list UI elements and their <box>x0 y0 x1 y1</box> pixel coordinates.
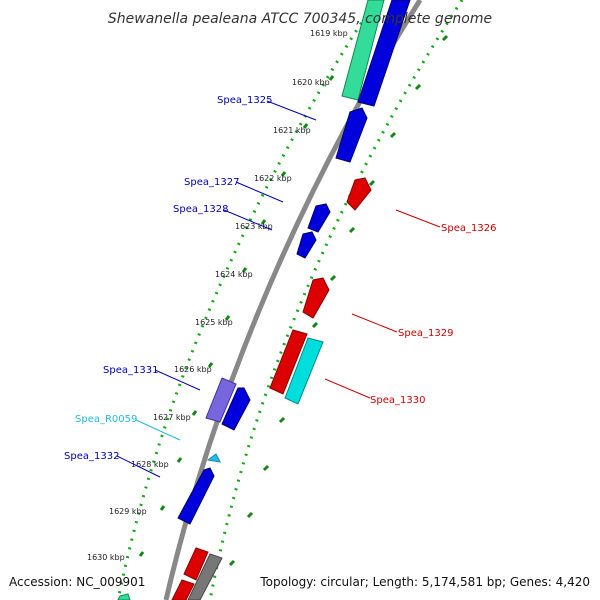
right-major-ticks <box>228 34 449 567</box>
gene-feature-green[interactable] <box>341 0 385 101</box>
right-tick-ring <box>208 0 464 600</box>
gene-spea-1327[interactable] <box>307 203 331 233</box>
tick-label: 1628 kbp <box>131 460 169 469</box>
gene-label[interactable]: Spea_R0059 <box>75 414 137 425</box>
tick-label: 1620 kbp <box>292 78 330 87</box>
gene-label[interactable]: Spea_1328 <box>173 204 228 215</box>
gene-label[interactable]: Spea_1330 <box>370 395 425 406</box>
gene-spea-1330[interactable] <box>269 329 308 395</box>
tick-label: 1622 kbp <box>254 174 292 183</box>
genome-backbone <box>163 0 423 600</box>
gene-label[interactable]: Spea_1325 <box>217 95 272 106</box>
gene-spea-1326[interactable] <box>346 177 372 211</box>
tick-label: 1630 kbp <box>87 553 125 562</box>
gene-spea-r0059[interactable] <box>206 453 221 463</box>
tick-label: 1625 kbp <box>195 318 233 327</box>
left-tick-ring <box>116 0 378 600</box>
tick-label: 1627 kbp <box>153 413 191 422</box>
gene-label[interactable]: Spea_1332 <box>64 451 119 462</box>
gene-label[interactable]: Spea_1326 <box>441 223 496 234</box>
tick-label: 1629 kbp <box>109 507 147 516</box>
leader-lines <box>116 100 441 478</box>
gene-feature-bottom-red-2[interactable] <box>171 579 195 600</box>
tick-label: 1619 kbp <box>310 29 348 38</box>
tick-label: 1623 kbp <box>235 222 273 231</box>
tick-label: 1624 kbp <box>215 270 253 279</box>
left-major-ticks <box>138 25 366 557</box>
gene-spea-1328[interactable] <box>296 231 317 259</box>
gene-feature-bottom-gray[interactable] <box>187 553 223 600</box>
gene-spea-1331[interactable] <box>205 377 237 423</box>
topology-text: Topology: circular; Length: 5,174,581 bp… <box>259 575 590 589</box>
tick-label: 1626 kbp <box>174 365 212 374</box>
gene-feature-top-blue[interactable] <box>357 0 411 107</box>
gene-spea-1329[interactable] <box>302 277 330 319</box>
gene-feature-bottom-green[interactable] <box>117 593 131 600</box>
map-title: Shewanella pealeana ATCC 700345, complet… <box>108 11 492 27</box>
gene-spea-1325[interactable] <box>335 107 368 163</box>
gene-feature-cyan[interactable] <box>284 337 324 405</box>
gene-label[interactable]: Spea_1331 <box>103 365 158 376</box>
accession-text: Accession: NC_009901 <box>9 575 145 589</box>
gene-feature-bottom-red-1[interactable] <box>183 547 209 581</box>
gene-label[interactable]: Spea_1329 <box>398 328 453 339</box>
gene-feature-blue-1331[interactable] <box>221 387 251 431</box>
gene-labels: Spea_1325 Spea_1327 Spea_1328 Spea_1326 … <box>64 95 496 462</box>
gene-label[interactable]: Spea_1327 <box>184 177 239 188</box>
kbp-labels: 1619 kbp 1620 kbp 1621 kbp 1622 kbp 1623… <box>87 29 348 562</box>
gene-spea-1332[interactable] <box>177 467 215 525</box>
tick-label: 1621 kbp <box>273 126 311 135</box>
